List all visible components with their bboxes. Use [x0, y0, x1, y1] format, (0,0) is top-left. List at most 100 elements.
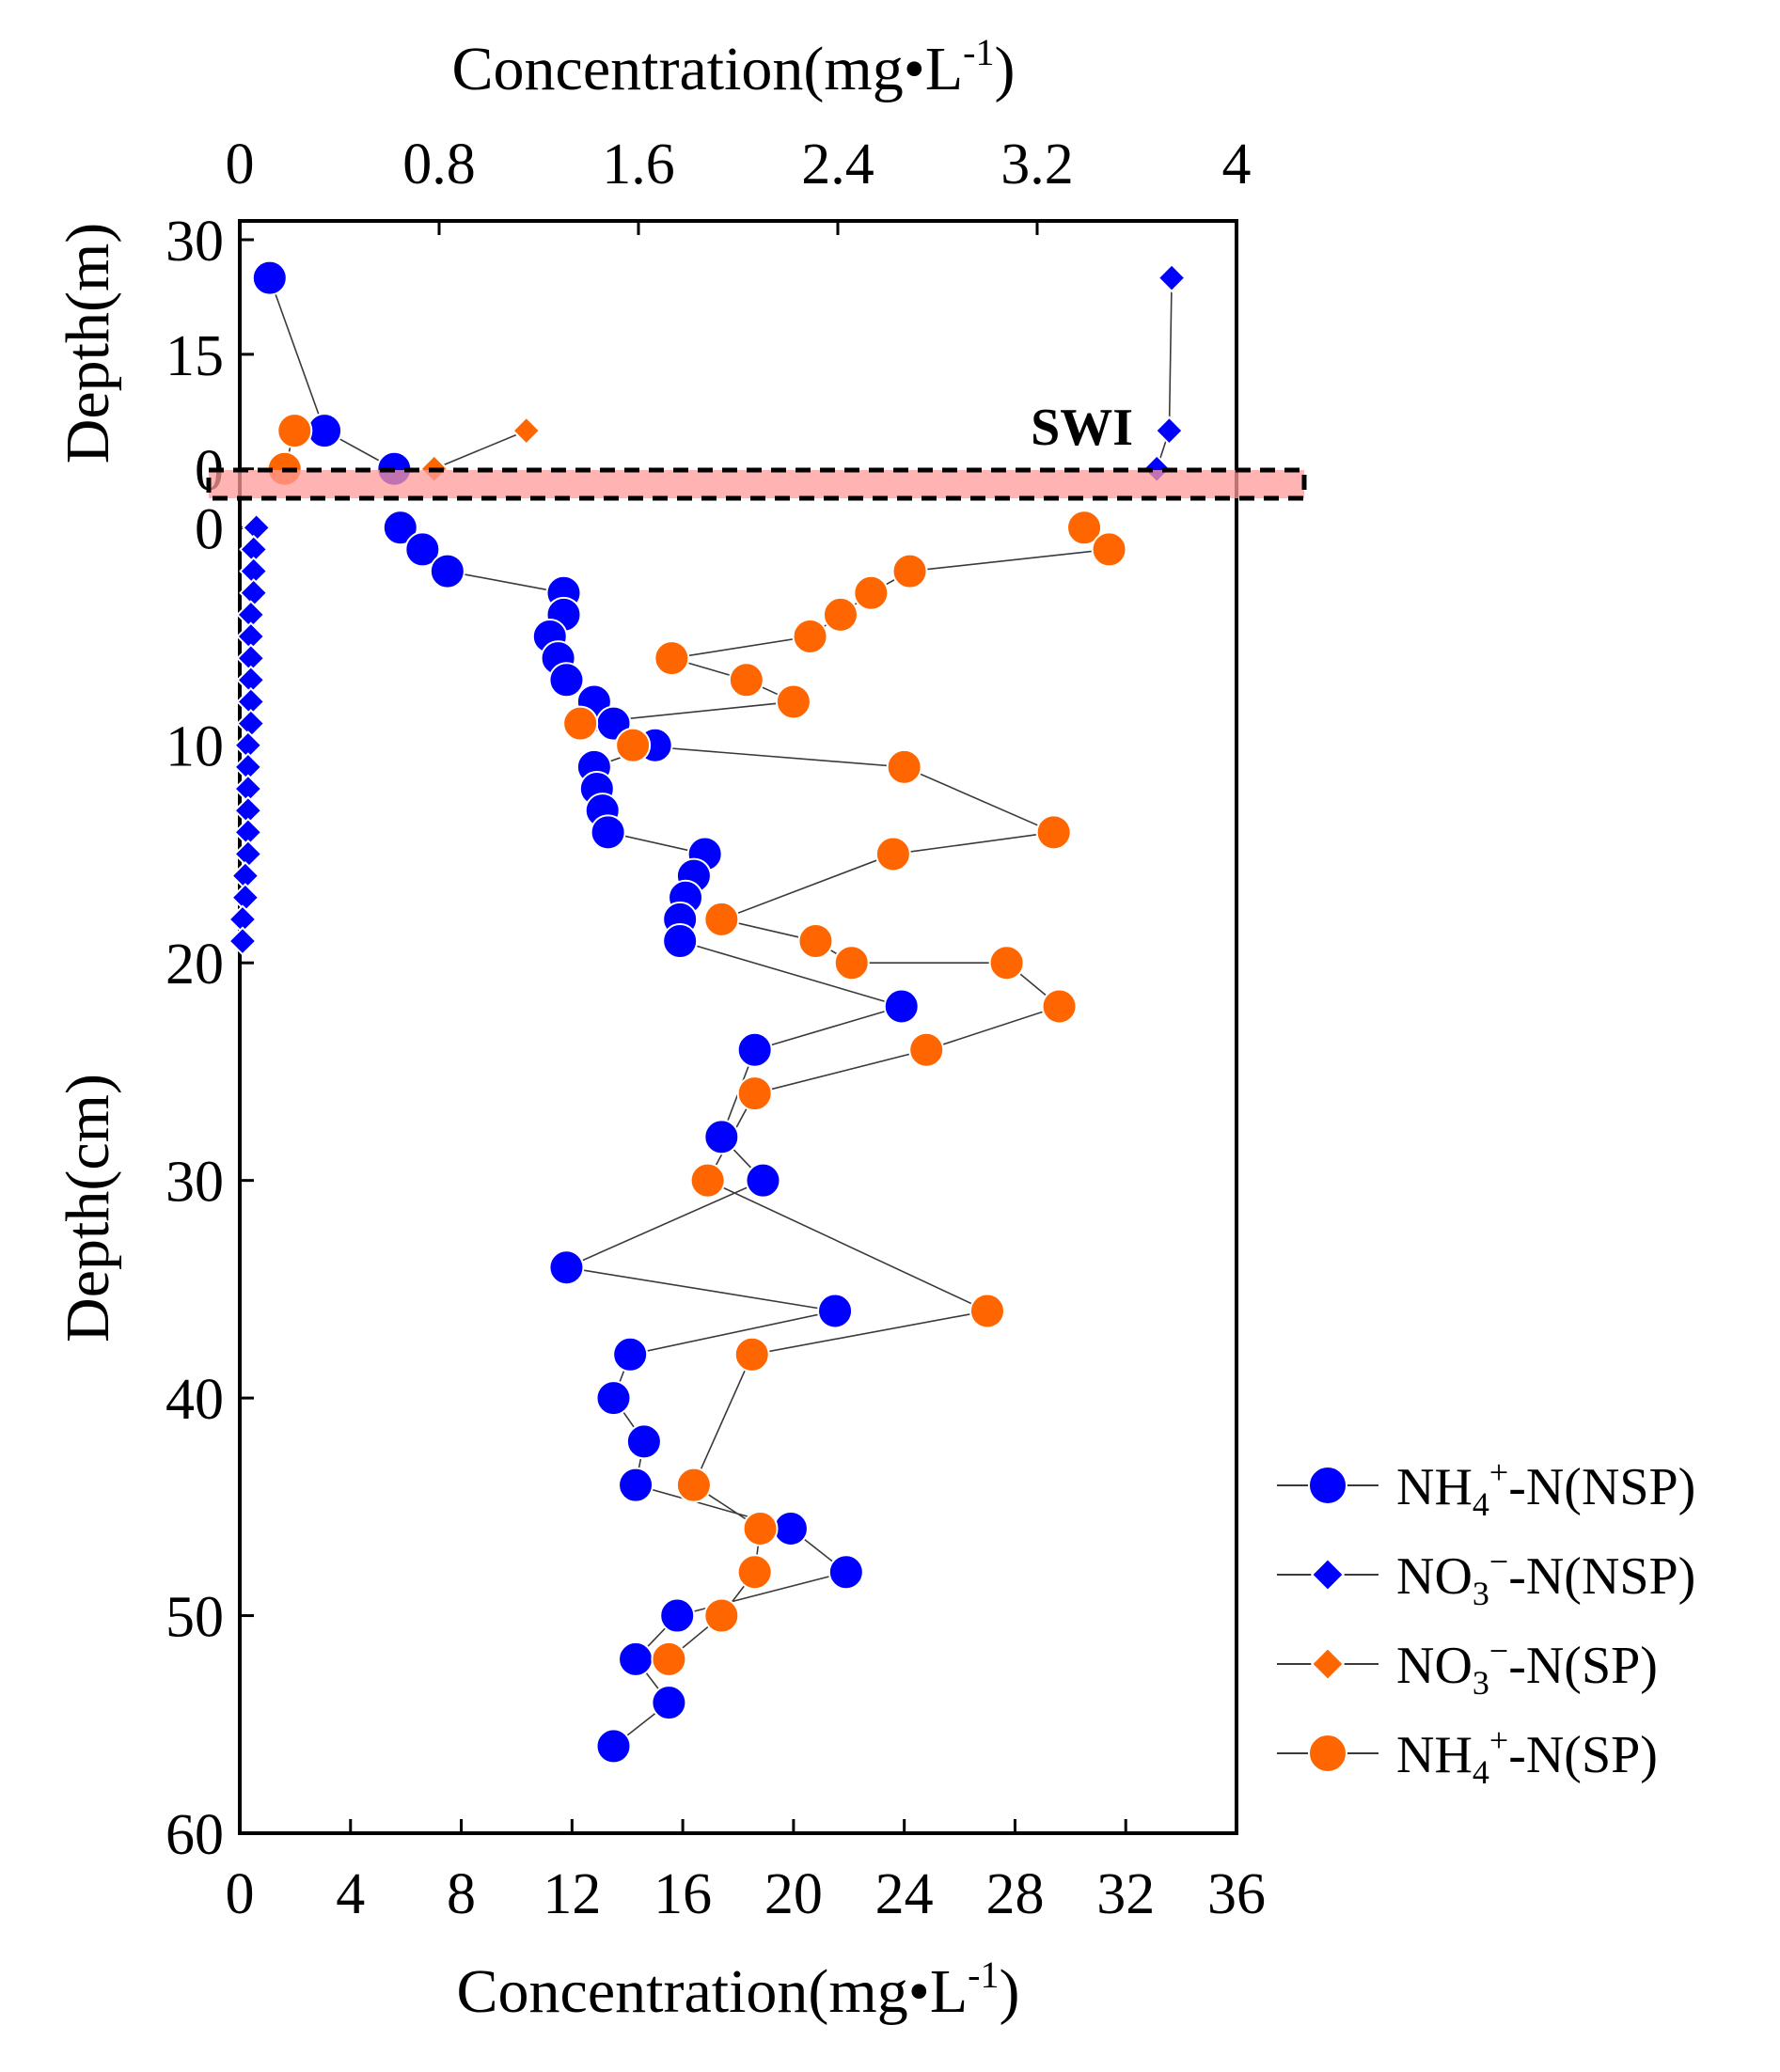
sediment-series-point: [733, 1336, 770, 1373]
sediment-series-point: [662, 923, 699, 960]
sediment-series-point: [742, 1510, 779, 1546]
sediment-series-point: [1035, 814, 1072, 851]
sediment-depth-axis: 0 10 20 30 40 50 60: [165, 497, 254, 1867]
sediment-series-point: [548, 662, 585, 699]
sediment-series-point: [886, 748, 922, 785]
bottom-axis-tick-label: 4: [336, 1862, 365, 1926]
sediment-series-point: [883, 988, 920, 1025]
sediment-series-point: [775, 683, 811, 720]
sediment-series-point: [736, 1554, 773, 1591]
sediment-axis-tick-label: 0: [195, 497, 224, 561]
water-series-point: [251, 259, 288, 296]
sediment-series-point: [548, 1249, 585, 1286]
sediment-series-point: [1091, 531, 1127, 568]
sediment-series-point: [239, 578, 269, 608]
legend-marker: [1308, 1734, 1347, 1773]
sediment-series-point: [908, 1031, 945, 1068]
sediment-axis-tick-label: 10: [165, 715, 224, 779]
sediment-series-point: [853, 574, 890, 611]
sediment-series-point: [651, 1640, 687, 1677]
sediment-series-point: [874, 836, 911, 872]
sediment-axis-tick-label: 30: [165, 1151, 224, 1215]
sediment-series-point: [228, 926, 258, 956]
sediment-series-point: [595, 1380, 632, 1417]
sediment-series-point: [822, 596, 858, 633]
series-markers: [228, 259, 1187, 1765]
legend-marker: [1308, 1466, 1347, 1505]
bottom-axis-tick-label: 16: [654, 1862, 712, 1926]
water-axis-tick-label: 30: [165, 210, 224, 274]
sediment-series-point: [618, 1467, 654, 1503]
water-axis-tick-label: 15: [165, 324, 224, 388]
top-axis-title-superscript: -1: [963, 31, 994, 73]
bottom-axis-tick-label: 8: [447, 1862, 476, 1926]
sediment-series-point: [703, 901, 740, 937]
water-series-point: [512, 416, 542, 446]
sediment-series-point: [654, 640, 690, 677]
bottom-axis-tick-label: 32: [1096, 1862, 1155, 1926]
sediment-series-point: [827, 1554, 864, 1591]
top-axis-tick-label: 2.4: [801, 133, 874, 196]
sediment-series-point: [703, 1119, 740, 1155]
sediment-series-point: [728, 662, 764, 699]
sediment-series-point: [772, 1510, 809, 1546]
swi-band: [209, 470, 1304, 498]
bottom-axis-title: Concentration(mg•L-1): [457, 1954, 1020, 2026]
legend-label: NH4+-N(SP): [1396, 1721, 1658, 1791]
bottom-axis-tick-label: 24: [875, 1862, 934, 1926]
legend-marker: [1310, 1557, 1346, 1593]
top-axis-title-text: Concentration(mg•L: [452, 35, 964, 103]
legend-label: NO3−-N(NSP): [1396, 1543, 1695, 1612]
sediment-series-point: [1066, 510, 1103, 546]
sediment-series-point: [404, 531, 441, 568]
sediment-axis-tick-label: 20: [165, 933, 224, 997]
top-axis-tick-label: 0.8: [402, 133, 476, 196]
swi-band-border: [206, 467, 1307, 501]
bottom-axis-title-superscript: -1: [968, 1954, 999, 1996]
sediment-series-point: [891, 553, 928, 589]
sediment-series-point: [703, 1597, 740, 1634]
sediment-series-point: [988, 945, 1025, 981]
sediment-axis-tick-label: 50: [165, 1586, 224, 1650]
water-series-point: [1154, 416, 1185, 446]
bottom-axis-tick-label: 20: [764, 1862, 823, 1926]
sediment-series-point: [615, 727, 652, 763]
water-series-point: [1157, 263, 1187, 293]
sediment-series-point: [595, 1728, 632, 1765]
water-series-line: [433, 430, 528, 470]
top-axis-tick-label: 4: [1222, 133, 1252, 196]
bottom-axis-tick-label: 0: [226, 1862, 255, 1926]
legend-marker: [1310, 1646, 1346, 1682]
bottom-axis: 0 4 8 12 16 20 24 28 32 36: [226, 1819, 1266, 1926]
sediment-series-point: [230, 883, 260, 913]
sediment-axis-tick-label: 40: [165, 1368, 224, 1432]
top-axis: 0 0.8 1.6 2.4 3.2 4: [226, 133, 1252, 235]
bottom-axis-tick-label: 36: [1207, 1862, 1266, 1926]
sediment-series-point: [625, 1423, 662, 1460]
top-axis-tick-label: 3.2: [1000, 133, 1074, 196]
legend-label: NO3−-N(SP): [1396, 1632, 1658, 1702]
sediment-series-point: [969, 1293, 1005, 1329]
sediment-series-point: [651, 1685, 687, 1721]
top-axis-title: Concentration(mg•L-1): [452, 31, 1016, 103]
sediment-series-point: [689, 1162, 726, 1199]
bottom-axis-tick-label: 28: [985, 1862, 1044, 1926]
sediment-depth-axis-title: Depth(cm): [54, 1074, 122, 1342]
sediment-series-point: [242, 512, 272, 542]
water-series-point: [307, 413, 343, 449]
sediment-series-point: [792, 619, 828, 655]
sediment-series-point: [817, 1293, 854, 1329]
sediment-series-point: [745, 1162, 781, 1199]
sediment-series-line: [400, 526, 905, 1748]
swi-label: SWI: [1031, 399, 1133, 457]
bottom-axis-title-text: Concentration(mg•L: [457, 1957, 969, 2026]
bottom-axis-title-close: ): [999, 1957, 1019, 2026]
top-axis-title-close: ): [994, 35, 1015, 103]
bottom-axis-tick-label: 12: [543, 1862, 601, 1926]
sediment-series-point: [736, 1031, 773, 1068]
sediment-series-point: [618, 1640, 654, 1677]
plot-frame: [238, 219, 1238, 1835]
sediment-series-point: [797, 923, 834, 960]
sediment-series-point: [736, 1075, 773, 1112]
